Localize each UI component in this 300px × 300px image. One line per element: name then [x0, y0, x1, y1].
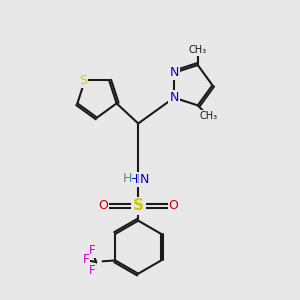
Text: CH₃: CH₃: [189, 45, 207, 55]
Text: HN: HN: [129, 173, 148, 186]
Text: N: N: [140, 173, 149, 186]
Text: F: F: [82, 253, 89, 266]
Text: F: F: [89, 244, 96, 257]
Text: S: S: [80, 74, 87, 87]
Text: O: O: [98, 200, 108, 212]
Text: CH₃: CH₃: [199, 111, 217, 121]
Text: F: F: [89, 264, 96, 277]
Text: O: O: [169, 200, 178, 212]
Text: S: S: [133, 198, 144, 213]
Text: N: N: [169, 91, 179, 104]
Text: N: N: [169, 66, 179, 79]
Text: H: H: [122, 172, 132, 185]
